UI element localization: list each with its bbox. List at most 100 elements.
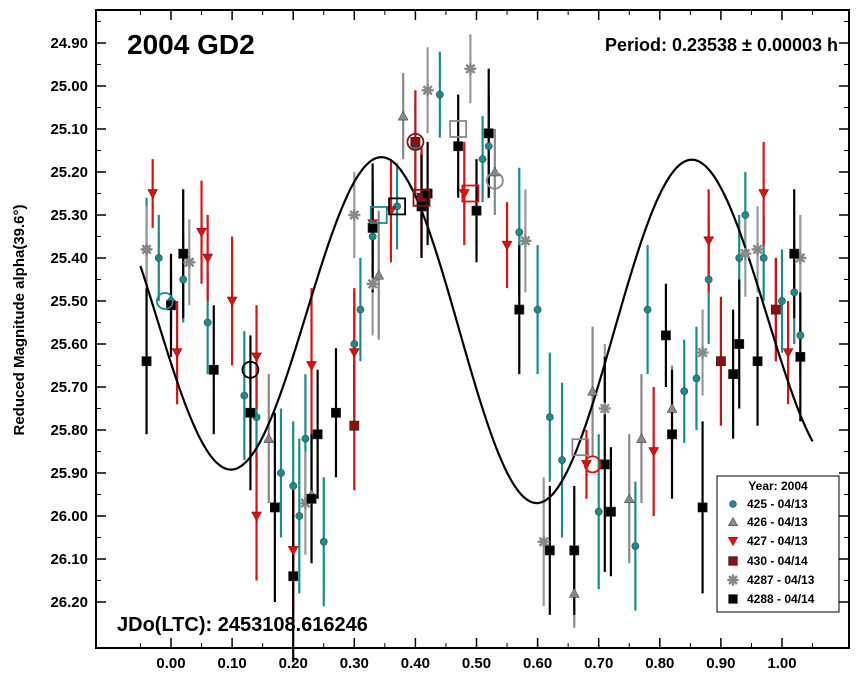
data-point — [636, 433, 647, 443]
fit-curve-layer — [139, 155, 814, 505]
legend-entries: 425 - 04/13 426 - 04/13 427 - 04/13 430 - 0… — [727, 497, 815, 606]
data-point — [471, 205, 482, 216]
plot-frame — [95, 9, 850, 649]
data-point — [299, 497, 312, 510]
y-tick-label: 25.60 — [50, 336, 88, 353]
data-point — [789, 248, 800, 259]
data-point — [251, 352, 262, 363]
data-point — [453, 141, 464, 152]
data-point — [533, 305, 542, 314]
data-point — [245, 407, 256, 418]
data-point — [368, 232, 377, 241]
data-point — [435, 90, 444, 99]
y-tick-labels: 24.90 25.00 25.10 25.20 25.30 25.40 25.50 25.60… — [50, 35, 88, 611]
data-point — [422, 188, 433, 199]
data-point — [289, 481, 298, 490]
highlight-markers — [155, 120, 602, 474]
highlight-circle — [241, 360, 260, 379]
data-point — [349, 420, 360, 431]
data-point — [734, 339, 745, 349]
data-point — [568, 587, 580, 598]
data-point — [796, 331, 805, 340]
data-point — [667, 429, 677, 440]
data-point — [179, 275, 188, 284]
legend-marker — [727, 536, 739, 547]
y-tick-label: 25.90 — [50, 465, 88, 482]
data-point — [703, 236, 715, 247]
data-point — [312, 429, 323, 440]
data-point — [778, 297, 786, 305]
data-point — [782, 348, 794, 359]
data-point — [537, 535, 550, 548]
y-tick-label: 26.20 — [50, 594, 88, 611]
data-point — [478, 155, 487, 163]
x-tick-label: 0.10 — [217, 655, 246, 672]
data-point — [331, 407, 341, 418]
legend-title: Year: 2004 — [748, 479, 808, 493]
y-tick-label: 25.40 — [50, 250, 88, 267]
y-tick-label: 24.90 — [50, 35, 88, 52]
data-point — [598, 402, 611, 415]
data-point — [263, 433, 275, 443]
data-point — [306, 361, 317, 372]
highlight-square — [388, 197, 406, 216]
legend-marker — [727, 516, 739, 527]
data-point — [183, 256, 196, 269]
highlight-square — [412, 188, 431, 207]
data-point — [464, 62, 477, 75]
x-tick-labels: 0.00 0.10 0.20 0.30 0.40 0.50 0.60 0.70 0.80 0.90… — [156, 655, 796, 672]
y-tick-label: 26.00 — [50, 508, 88, 525]
data-point — [631, 542, 640, 550]
data-point — [196, 227, 207, 238]
data-point — [306, 493, 317, 504]
data-point — [599, 459, 610, 470]
data-point — [178, 248, 189, 259]
highlight-circle — [485, 171, 504, 190]
data-point — [648, 447, 660, 458]
y-axis-label: Reduced Magnitude alpha(39.6°) — [11, 204, 28, 435]
legend-label: 4287 - 04/13 — [747, 573, 815, 587]
data-point — [301, 434, 310, 443]
data-point — [367, 223, 378, 233]
data-point — [741, 211, 750, 219]
legend-label: 427 - 04/13 — [747, 534, 808, 548]
data-point — [421, 84, 434, 97]
data-point — [739, 247, 752, 260]
legend-marker — [728, 556, 738, 566]
highlight-circle — [406, 132, 425, 151]
data-point — [319, 537, 328, 546]
data-point — [397, 110, 409, 121]
legend: Year: 2004 425 - 04/13 426 - 04/13 427 - 0… — [716, 475, 840, 613]
data-point — [277, 469, 285, 477]
data-point — [295, 512, 304, 520]
x-tick-label: 1.00 — [767, 655, 796, 672]
data-point — [680, 387, 689, 396]
y-tick-label: 26.10 — [50, 551, 88, 568]
data-point — [770, 304, 781, 315]
data-point — [288, 571, 299, 582]
y-tick-label: 25.30 — [50, 207, 88, 224]
data-point — [544, 545, 555, 556]
legend-label: 4288 - 04/14 — [747, 592, 815, 606]
data-point — [240, 391, 249, 400]
legend-marker — [727, 574, 739, 586]
legend-label: 426 - 04/13 — [747, 515, 808, 529]
data-point — [251, 511, 262, 522]
data-point — [514, 304, 525, 315]
data-point — [483, 128, 494, 139]
data-point — [348, 209, 361, 221]
period-label: Period: 0.23538 ± 0.00003 h — [605, 35, 838, 55]
y-tick-label: 25.70 — [50, 379, 88, 396]
highlight-square — [461, 184, 480, 203]
y-tick-label: 25.00 — [50, 78, 88, 95]
data-point — [171, 348, 183, 359]
data-point — [715, 356, 726, 367]
epoch-label: JDo(LTC): 2453108.616246 — [117, 614, 368, 636]
x-tick-label: 0.20 — [279, 655, 308, 672]
data-point — [208, 364, 219, 375]
data-point — [203, 318, 212, 327]
legend-marker — [728, 594, 738, 604]
axis-ticks — [96, 10, 849, 648]
data-point — [606, 506, 616, 517]
